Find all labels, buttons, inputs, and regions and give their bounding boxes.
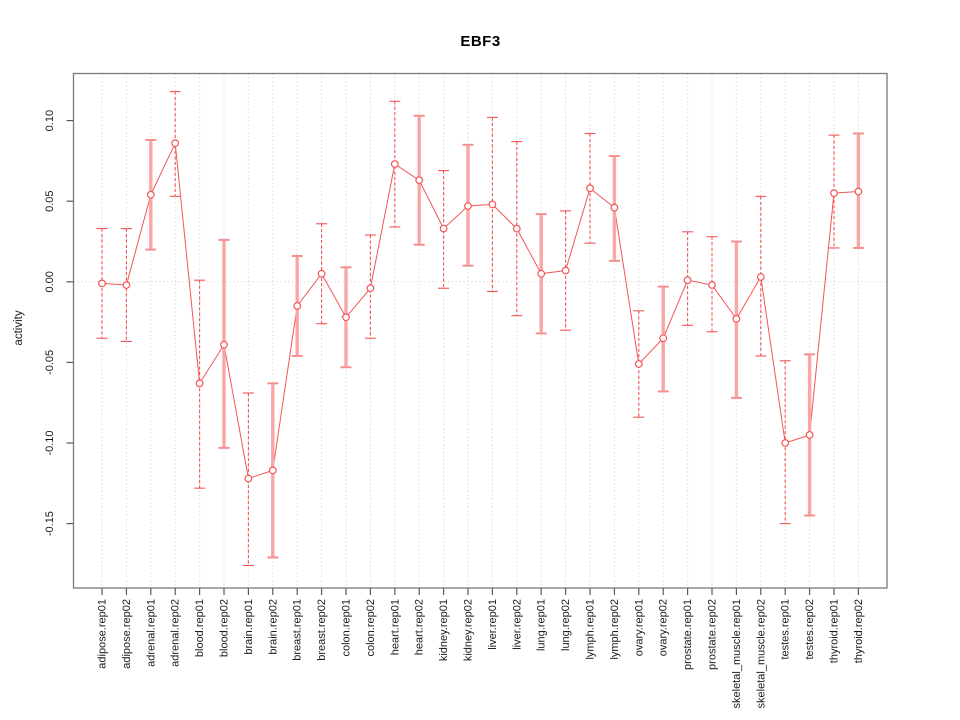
data-point [756,273,765,281]
x-tick-label: ovary.rep02 [658,599,670,656]
data-point [98,279,106,288]
plot-border [72,72,888,589]
x-tick-label: ovary.rep01 [633,599,645,656]
data-point [244,474,253,483]
data-point [366,284,375,293]
data-point [830,189,838,198]
x-tick-label: adipose.rep02 [121,599,133,669]
data-point [146,190,155,199]
x-tick-label: breast.rep01 [292,599,304,661]
x-tick-label: kidney.rep02 [463,599,475,661]
x-tick-label: adrenal.rep01 [145,599,157,667]
x-tick-label: thyroid.rep01 [829,599,841,663]
data-point [659,334,668,343]
x-tick-label: lymph.rep02 [609,599,621,660]
data-point [488,200,497,209]
data-point [683,276,692,285]
x-tick-label: lung.rep01 [536,599,548,651]
x-tick-label: heart.rep02 [414,599,426,655]
x-tick-label: thyroid.rep02 [853,599,865,663]
chart-title: EBF3 [460,33,501,50]
x-tick-label: prostate.rep01 [682,599,694,670]
x-tick-label: liver.rep01 [487,599,499,650]
x-tick-label: lung.rep02 [560,599,572,651]
data-point [708,281,716,289]
data-point [220,340,228,349]
data-point [537,269,546,278]
data-point [781,439,790,447]
x-tick-label: testes.rep01 [780,599,792,660]
x-tick-label: testes.rep02 [804,599,816,660]
data-point [342,313,350,322]
data-point [464,202,472,210]
series-line [101,141,859,480]
x-tick-label: blood.rep02 [219,599,231,657]
x-tick-label: breast.rep02 [316,599,328,661]
data-point [268,466,277,475]
y-tick-label: 0.10 [44,110,56,131]
data-point [854,187,863,196]
y-tick-label: 0.05 [44,190,56,211]
x-tick-label: adrenal.rep02 [170,599,182,667]
data-point [634,360,643,368]
y-tick-label: -0.10 [44,430,56,455]
x-tick-label: colon.rep01 [341,599,353,657]
x-tick-label: adipose.rep01 [97,599,109,669]
data-point [122,281,131,289]
data-point [171,139,180,148]
y-tick-label: -0.05 [44,350,56,375]
data-point [415,176,424,185]
data-point [390,160,399,169]
data-point [805,431,814,439]
x-tick-label: blood.rep01 [194,599,206,657]
x-tick-label: prostate.rep02 [707,599,719,670]
data-point [439,224,448,233]
x-tick-label: colon.rep02 [365,599,377,657]
x-tick-label: brain.rep02 [267,599,279,655]
data-point [732,314,741,323]
y-tick-label: -0.15 [44,511,56,536]
data-point [317,269,326,278]
data-point [512,224,521,233]
x-tick-label: heart.rep01 [389,599,401,655]
data-point [561,266,570,275]
x-tick-label: lymph.rep01 [585,599,597,660]
data-point [293,302,302,310]
data-point [586,184,594,193]
y-axis-title: activity [13,310,25,345]
data-point [610,203,619,212]
data-point [195,379,204,388]
x-tick-label: skeletal_muscle.rep02 [755,599,767,708]
x-tick-label: kidney.rep01 [438,599,450,661]
x-tick-label: liver.rep02 [511,599,523,650]
x-tick-label: skeletal_muscle.rep01 [731,599,743,708]
x-tick-label: brain.rep01 [243,599,255,655]
y-tick-label: 0.00 [44,271,56,292]
